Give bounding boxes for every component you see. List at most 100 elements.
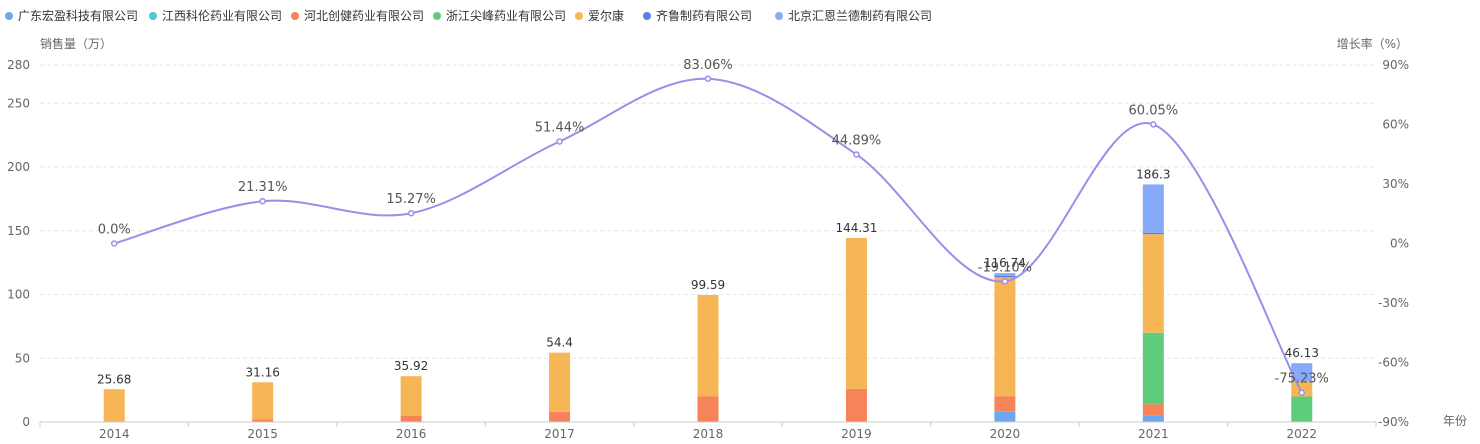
growth-rate-point[interactable]	[259, 197, 266, 205]
growth-rate-point[interactable]	[1001, 278, 1009, 285]
growth-rate-label: 51.44%	[535, 120, 585, 135]
bar-segment[interactable]	[252, 419, 274, 422]
bar-segment[interactable]	[252, 382, 274, 420]
y2-tick-label: -90%	[1378, 415, 1409, 429]
bar-stack[interactable]	[400, 376, 422, 422]
bar-stack[interactable]	[549, 352, 571, 422]
bar-total-label: 99.59	[691, 278, 725, 292]
legend-label: 河北创健药业有限公司	[304, 9, 424, 23]
bar-segment[interactable]	[1291, 381, 1313, 397]
bar-segment[interactable]	[1142, 234, 1164, 333]
growth-rate-label: 60.05%	[1129, 103, 1179, 118]
growth-rate-label: 83.06%	[683, 58, 733, 73]
legend-item[interactable]: 河北创健药业有限公司	[291, 9, 424, 23]
bar-segment[interactable]	[994, 411, 1016, 422]
bar-segment[interactable]	[697, 295, 719, 397]
x-tick-label: 2017	[544, 427, 575, 441]
legend-label: 江西科伦药业有限公司	[162, 8, 282, 23]
bar-stack[interactable]	[845, 238, 867, 422]
growth-rate-point[interactable]	[110, 240, 118, 247]
bar-segment[interactable]	[994, 277, 1016, 397]
bar-stack[interactable]	[1291, 363, 1313, 423]
bar-segment[interactable]	[1291, 396, 1313, 423]
bar-total-label: 116.74	[984, 256, 1026, 270]
x-tick-label: 2020	[990, 427, 1021, 441]
y2-axis-ticks: -90% -60% -30% 0% 30% 60% 90%	[1378, 58, 1409, 429]
bar-segment[interactable]	[1291, 363, 1313, 382]
chart-legend[interactable]: 广东宏盈科技有限公司 江西科伦药业有限公司 河北创健药业有限公司 浙江尖峰药业有限公司…	[5, 8, 932, 23]
bar-segment[interactable]	[1142, 332, 1164, 405]
bar-segment[interactable]	[1142, 415, 1164, 422]
bar-segment[interactable]	[1142, 184, 1164, 233]
legend-item[interactable]: 齐鲁制药有限公司	[643, 8, 752, 23]
bar-segment[interactable]	[549, 411, 571, 422]
bar-segment[interactable]	[400, 415, 422, 422]
growth-rate-point[interactable]	[407, 209, 415, 217]
y-axis-title: 销售量（万）	[40, 36, 112, 51]
bar-total-label: 31.16	[245, 365, 279, 379]
bar-segment[interactable]	[103, 389, 125, 422]
growth-rate-label: 15.27%	[386, 192, 436, 207]
y2-tick-label: 0%	[1390, 237, 1409, 251]
legend-marker	[433, 12, 441, 20]
bar-segment[interactable]	[994, 273, 1016, 277]
legend-item[interactable]: 广东宏盈科技有限公司	[5, 8, 138, 23]
growth-rate-label: 0.0%	[98, 223, 131, 238]
y-tick-label: 100	[7, 288, 30, 302]
y2-tick-label: -60%	[1378, 356, 1409, 370]
y-tick-label: 0	[22, 415, 30, 429]
y-tick-label: 250	[7, 96, 30, 110]
legend-item[interactable]: 爱尔康	[575, 8, 624, 23]
growth-rate-point[interactable]	[1298, 389, 1306, 396]
bar-total-label: 144.31	[835, 221, 877, 235]
legend-marker	[643, 12, 651, 20]
x-tick-label: 2021	[1138, 427, 1169, 441]
legend-label: 爱尔康	[588, 8, 624, 23]
bar-segment[interactable]	[845, 388, 867, 422]
y2-tick-label: 90%	[1382, 58, 1409, 72]
y-tick-label: 150	[7, 224, 30, 238]
y2-tick-label: 30%	[1382, 177, 1409, 191]
growth-rate-curve[interactable]	[113, 77, 1303, 394]
y-tick-label: 50	[15, 351, 30, 365]
y-tick-label: 200	[7, 160, 30, 174]
bar-segment[interactable]	[994, 396, 1016, 412]
legend-item[interactable]: 江西科伦药业有限公司	[149, 8, 282, 23]
x-tick-label: 2014	[99, 427, 130, 441]
bar-segment[interactable]	[697, 396, 719, 423]
stacked-bars[interactable]	[103, 184, 1313, 423]
bar-stack[interactable]	[994, 273, 1016, 422]
growth-rate-point[interactable]	[704, 75, 712, 83]
bar-total-label: 35.92	[394, 359, 428, 373]
bar-segment[interactable]	[549, 352, 571, 412]
legend-label: 广东宏盈科技有限公司	[18, 8, 138, 23]
bar-segment[interactable]	[400, 376, 422, 416]
y2-tick-label: 60%	[1382, 118, 1409, 132]
growth-rate-line[interactable]: 0.0% 21.31% 15.27% 51.44% 83.06% 44.89% -19.10…	[98, 58, 1329, 396]
bar-stack[interactable]	[1142, 184, 1164, 422]
y2-tick-label: -30%	[1378, 296, 1409, 310]
bar-segment[interactable]	[1142, 232, 1164, 235]
bar-stack[interactable]	[103, 389, 125, 422]
bar-segment[interactable]	[1142, 404, 1164, 416]
growth-rate-point[interactable]	[556, 138, 563, 145]
bar-segment[interactable]	[994, 276, 1016, 278]
bar-stack[interactable]	[697, 295, 719, 423]
growth-rate-label: 21.31%	[238, 180, 288, 195]
legend-marker	[575, 12, 583, 20]
x-axis-title: 年份	[1443, 414, 1467, 428]
legend-marker	[149, 12, 157, 20]
growth-rate-point[interactable]	[853, 151, 860, 158]
legend-marker	[5, 12, 13, 20]
legend-item[interactable]: 浙江尖峰药业有限公司	[433, 9, 566, 23]
growth-rate-label: -19.10%	[978, 260, 1032, 275]
bar-stack[interactable]	[252, 382, 274, 422]
bar-segment[interactable]	[845, 238, 867, 389]
legend-label: 齐鲁制药有限公司	[656, 8, 752, 23]
legend-item[interactable]: 北京汇恩兰德制药有限公司	[775, 8, 932, 23]
growth-rate-label: 44.89%	[832, 133, 882, 148]
x-tick-label: 2016	[396, 427, 427, 441]
growth-rate-point[interactable]	[1150, 121, 1157, 128]
x-tick-label: 2022	[1287, 427, 1318, 441]
